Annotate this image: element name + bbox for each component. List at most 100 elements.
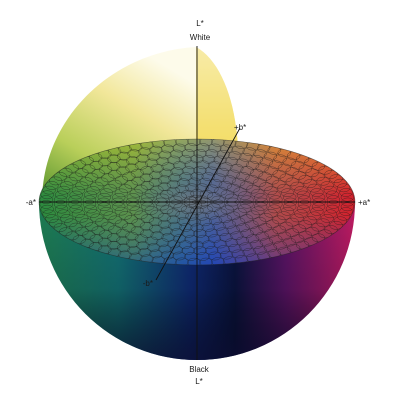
disc-cell	[169, 245, 184, 255]
disc-cell	[57, 185, 71, 195]
disc-cell	[199, 139, 213, 147]
label-plus-a: +a*	[358, 198, 370, 207]
disc-cell	[167, 155, 181, 165]
disc-cell	[235, 236, 249, 246]
disc-cell	[329, 220, 343, 230]
disc-cell	[233, 207, 247, 217]
disc-cell	[125, 156, 140, 165]
disc-cell	[220, 205, 234, 215]
disc-cell	[224, 238, 239, 248]
disc-cell	[185, 211, 199, 221]
disc-cell	[157, 175, 172, 185]
disc-cell	[199, 257, 213, 265]
disc-cell	[310, 207, 324, 216]
disc-cell	[199, 205, 214, 215]
disc-cell	[311, 202, 326, 212]
disc-cell	[208, 143, 222, 153]
disc-cell	[69, 222, 83, 232]
disc-cell	[83, 204, 98, 214]
disc-cell	[178, 240, 192, 250]
disc-cell	[130, 226, 145, 236]
disc-cell	[175, 184, 189, 194]
disc-cell	[148, 177, 163, 187]
disc-cell	[211, 139, 225, 147]
disc-cell	[173, 192, 187, 201]
disc-cell	[280, 188, 295, 198]
disc-cell	[282, 157, 296, 167]
disc-cell	[283, 192, 297, 202]
disc-cell	[60, 214, 74, 223]
disc-cell	[240, 199, 254, 209]
disc-cell	[112, 202, 126, 211]
disc-cell	[53, 200, 68, 209]
disc-cell	[201, 172, 215, 181]
disc-cell	[136, 241, 150, 251]
disc-cell	[249, 226, 264, 236]
disc-cell	[340, 192, 355, 202]
disc-cell	[303, 179, 317, 188]
disc-cell	[53, 223, 67, 232]
disc-cell	[195, 183, 209, 193]
disc-cell	[231, 177, 246, 187]
disc-cell	[118, 211, 133, 220]
disc-cell	[179, 223, 193, 232]
disc-cell	[208, 251, 222, 261]
disc-cell	[172, 251, 186, 261]
disc-cell	[53, 195, 68, 204]
disc-cell	[228, 243, 242, 253]
disc-cell	[131, 176, 145, 186]
disc-cell	[253, 149, 267, 159]
disc-cell	[211, 257, 225, 265]
disc-cell	[204, 228, 219, 238]
disc-cell	[205, 149, 219, 158]
disc-cell	[269, 234, 283, 244]
disc-cell	[212, 221, 226, 231]
disc-cell	[222, 175, 237, 185]
label-plus-b: +b*	[234, 123, 246, 132]
disc-cell	[155, 238, 170, 248]
disc-cell	[245, 160, 260, 170]
disc-cell	[39, 200, 53, 209]
disc-cell	[49, 176, 63, 186]
disc-cell	[230, 163, 244, 173]
disc-cell	[216, 245, 231, 254]
disc-cell	[211, 195, 225, 205]
disc-cell	[218, 181, 232, 190]
disc-cell	[283, 202, 297, 212]
disc-cell	[60, 181, 74, 190]
disc-cell	[150, 231, 164, 241]
disc-cell	[69, 190, 83, 200]
disc-cell	[54, 190, 69, 200]
disc-cell	[89, 160, 103, 170]
disc-cell	[90, 213, 104, 223]
disc-cell	[145, 236, 159, 246]
disc-cell	[194, 195, 209, 205]
disc-cell	[253, 245, 267, 255]
disc-cell	[107, 154, 121, 164]
disc-cell	[201, 223, 215, 232]
disc-cell	[255, 163, 269, 173]
disc-cell	[325, 190, 340, 200]
disc-cell	[240, 229, 254, 238]
disc-cell	[213, 186, 228, 196]
disc-cell	[187, 139, 201, 147]
disc-cell	[166, 215, 181, 225]
disc-cell	[336, 211, 351, 221]
disc-cell	[213, 208, 228, 218]
disc-cell	[269, 160, 283, 170]
disc-cell	[204, 166, 219, 176]
disc-cell	[179, 172, 193, 181]
disc-cell	[45, 214, 59, 223]
disc-cell	[198, 177, 212, 187]
disc-cell	[269, 195, 283, 205]
disc-cell	[71, 209, 86, 219]
disc-cell	[134, 160, 149, 170]
disc-cell	[166, 179, 181, 189]
disc-cell	[163, 256, 177, 265]
disc-cell	[311, 233, 326, 243]
disc-cell	[86, 209, 100, 218]
disc-cell	[168, 221, 182, 231]
disc-cell	[240, 166, 254, 175]
disc-cell	[215, 227, 230, 237]
disc-cell	[245, 220, 259, 230]
